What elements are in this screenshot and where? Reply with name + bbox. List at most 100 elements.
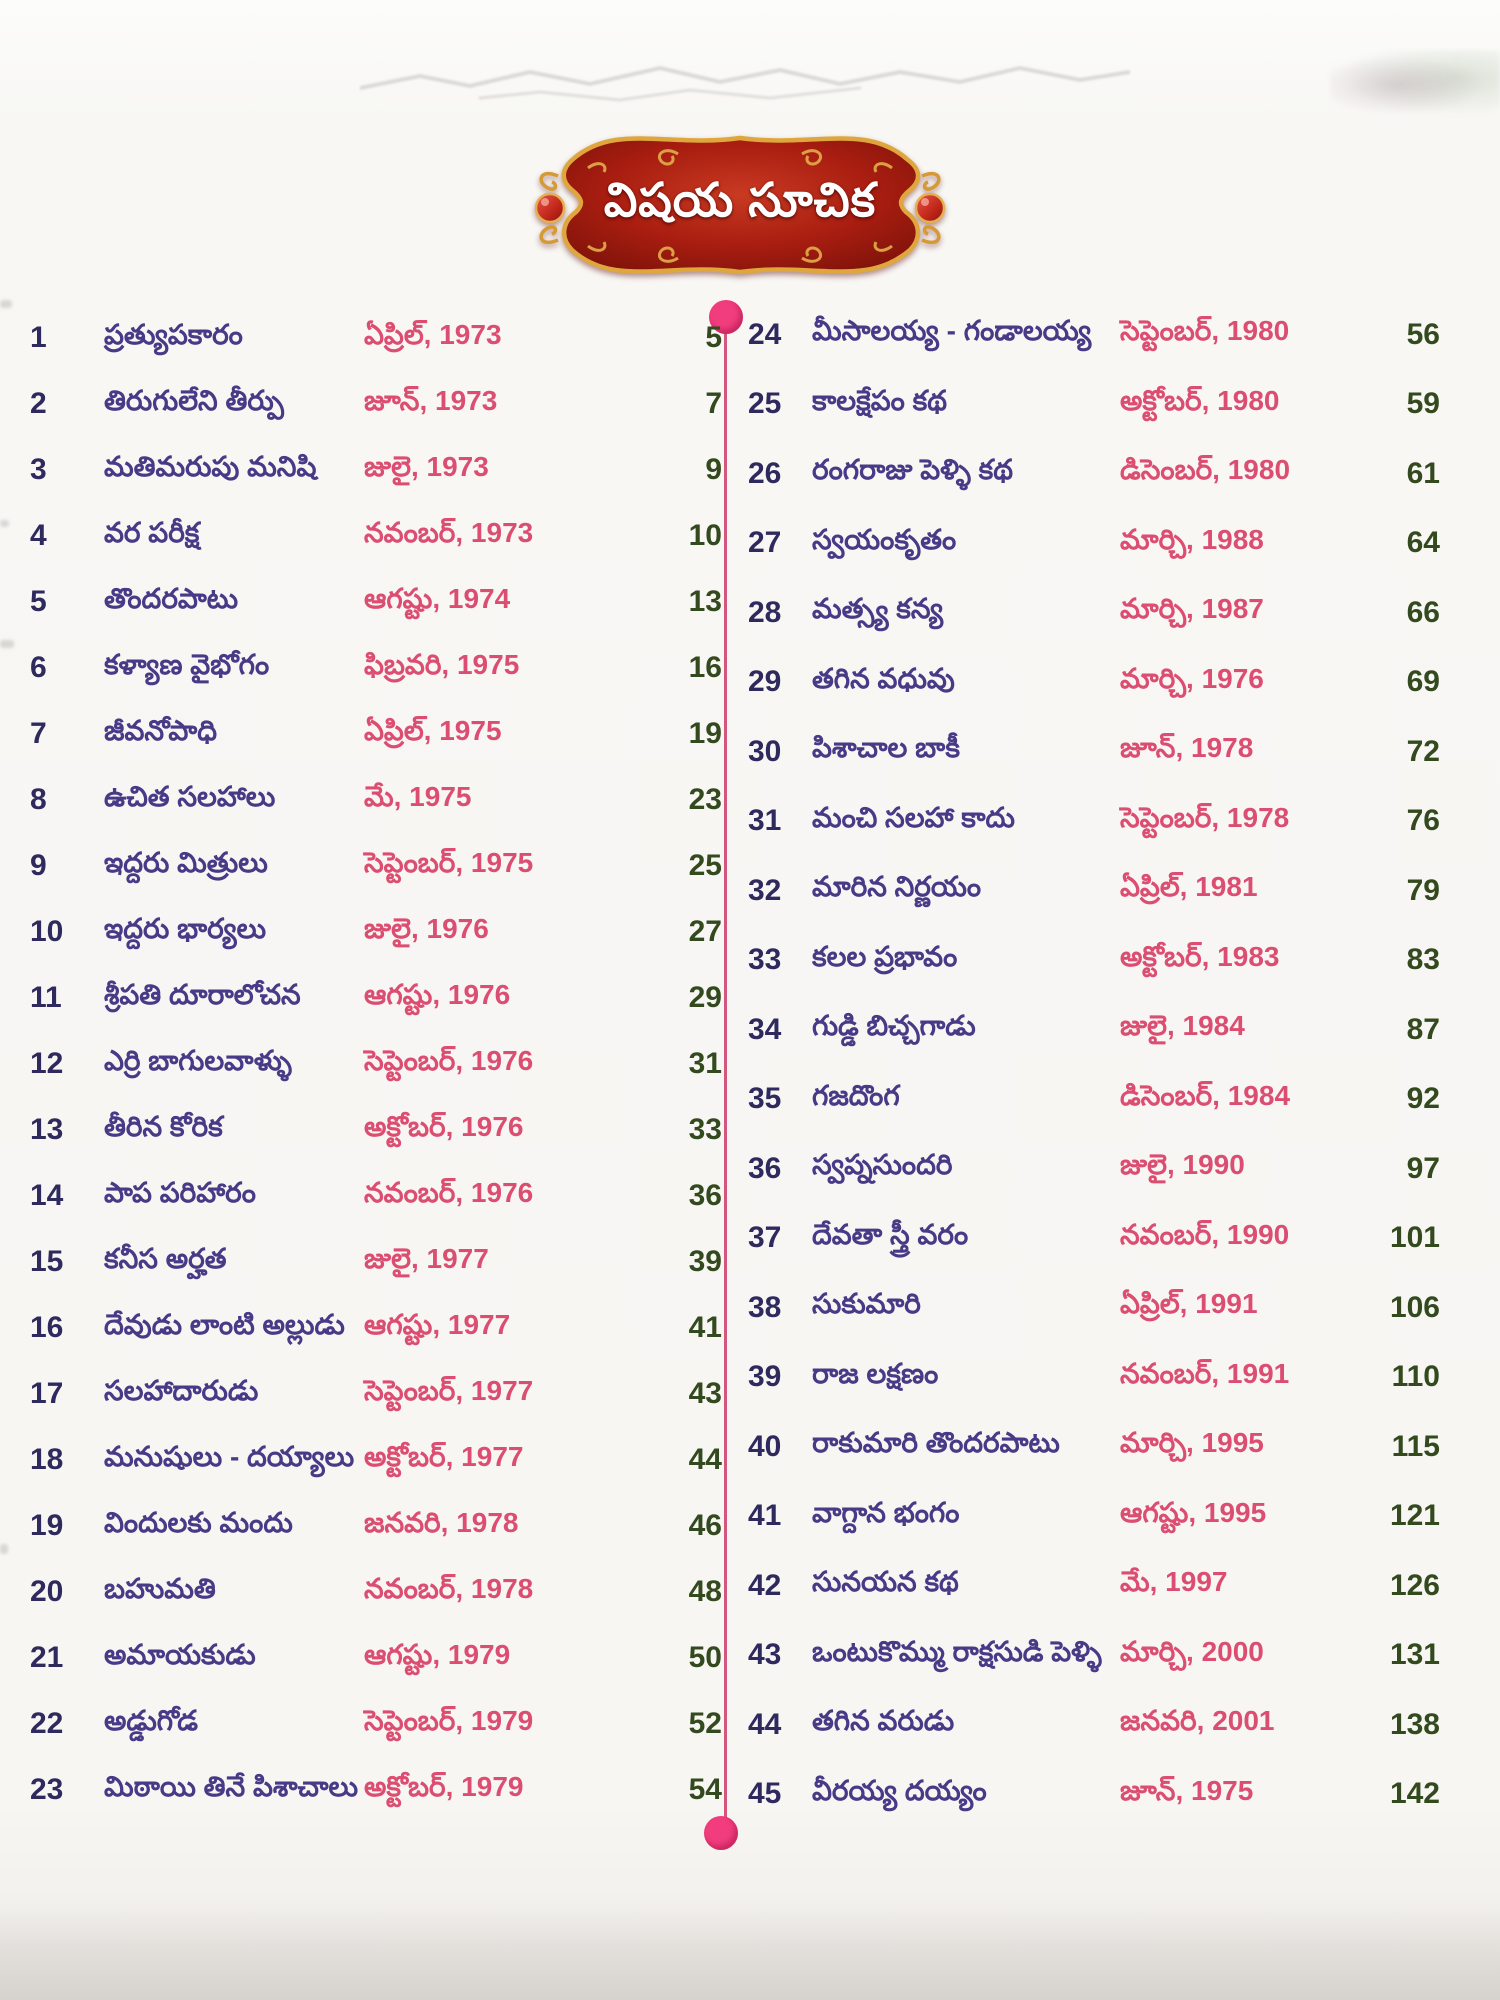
- toc-row: 16 దేవుడు లాంటి అల్లుడు ఆగష్టు, 1977 41: [30, 1295, 722, 1361]
- toc-row: 7 జీవనోపాధి ఏప్రిల్, 1975 19: [30, 701, 722, 767]
- toc-entry-title: కలల ప్రభావం: [812, 940, 958, 972]
- toc-entry-title: మిఠాయి తినే పిశాచాలు: [104, 1770, 359, 1802]
- toc-entry-title: కళ్యాణ వైభోగం: [104, 648, 270, 680]
- toc-entry-date: మే, 1975: [364, 780, 472, 812]
- toc-entry-page: 66: [1406, 595, 1440, 629]
- toc-entry-number: 28: [748, 595, 782, 629]
- toc-entry-page: 92: [1406, 1082, 1440, 1116]
- toc-row: 9 ఇద్దరు మిత్రులు సెప్టెంబర్, 1975 25: [30, 833, 722, 899]
- toc-entry-date: జనవరి, 2001: [1120, 1705, 1275, 1737]
- toc-row: 31 మంచి సలహా కాదు సెప్టెంబర్, 1978 76: [748, 787, 1440, 857]
- toc-entry-page: 41: [688, 1311, 722, 1344]
- toc-entry-title: సలహాదారుడు: [104, 1374, 259, 1406]
- toc-entry-page: 131: [1389, 1638, 1440, 1672]
- toc-row: 24 మీసాలయ్య - గండాలయ్య సెప్టెంబర్, 1980 …: [748, 300, 1440, 370]
- toc-entry-date: డిసెంబర్, 1980: [1120, 454, 1291, 486]
- toc-entry-page: 56: [1406, 317, 1440, 351]
- toc-entry-number: 36: [748, 1151, 782, 1185]
- toc-entry-date: జులై, 1976: [364, 912, 489, 944]
- toc-entry-number: 21: [30, 1641, 64, 1674]
- toc-entry-number: 18: [30, 1443, 64, 1476]
- toc-entry-title: ప్రత్యుపకారం: [104, 318, 243, 350]
- toc-entry-title: అమాయకుడు: [104, 1638, 256, 1670]
- toc-entry-date: అక్టోబర్, 1980: [1120, 384, 1280, 416]
- scan-artifact-mark: [0, 1544, 8, 1554]
- toc-row: 13 తీరిన కోరిక అక్టోబర్, 1976 33: [30, 1097, 722, 1163]
- toc-entry-page: 106: [1389, 1290, 1440, 1324]
- toc-entry-title: తగిన వరుడు: [812, 1705, 955, 1737]
- toc-entry-title: జీవనోపాధి: [104, 714, 218, 746]
- toc-entry-number: 30: [748, 734, 782, 768]
- toc-row: 26 రంగరాజు పెళ్ళి కథ డిసెంబర్, 1980 61: [748, 439, 1440, 509]
- toc-entry-title: దేవుడు లాంటి అల్లుడు: [104, 1308, 345, 1340]
- toc-entry-page: 23: [688, 783, 722, 816]
- toc-entry-title: శ్రీపతి దూరాలోచన: [104, 978, 301, 1010]
- toc-entry-title: వాగ్దాన భంగం: [812, 1496, 960, 1528]
- toc-entry-page: 29: [688, 981, 722, 1014]
- toc-entry-title: సుకుమారి: [812, 1288, 921, 1320]
- toc-entry-number: 7: [30, 717, 47, 750]
- toc-entry-page: 110: [1391, 1360, 1440, 1394]
- toc-entry-date: అక్టోబర్, 1979: [364, 1770, 524, 1802]
- toc-entry-title: గుడ్డి బిచ్చగాడు: [812, 1010, 976, 1042]
- toc-entry-number: 14: [30, 1179, 64, 1212]
- toc-row: 36 స్వప్నసుందరి జులై, 1990 97: [748, 1134, 1440, 1204]
- toc-row: 33 కలల ప్రభావం అక్టోబర్, 1983 83: [748, 926, 1440, 996]
- toc-entry-number: 24: [748, 317, 782, 351]
- toc-row: 28 మత్స్య కన్య మార్చి, 1987 66: [748, 578, 1440, 648]
- toc-entry-date: జూన్, 1973: [364, 384, 498, 416]
- toc-entry-date: ఆగష్టు, 1977: [364, 1308, 511, 1340]
- toc-entry-number: 1: [30, 321, 47, 354]
- toc-entry-number: 32: [748, 873, 782, 907]
- toc-entry-title: ఎర్రి బాగులవాళ్ళు: [104, 1044, 292, 1076]
- toc-entry-date: ఏప్రిల్, 1973: [364, 318, 502, 350]
- toc-row: 37 దేవతా స్త్రీ వరం నవంబర్, 1990 101: [748, 1204, 1440, 1274]
- toc-row: 39 రాజ లక్షణం నవంబర్, 1991 110: [748, 1343, 1440, 1413]
- toc-entry-date: జులై, 1973: [364, 450, 489, 482]
- toc-entry-page: 25: [688, 849, 722, 882]
- toc-entry-page: 142: [1389, 1777, 1440, 1811]
- toc-row: 20 బహుమతి నవంబర్, 1978 48: [30, 1559, 722, 1625]
- toc-row: 15 కనీస అర్హత జులై, 1977 39: [30, 1229, 722, 1295]
- toc-entry-page: 39: [688, 1245, 722, 1278]
- toc-entry-date: మార్చి, 1987: [1120, 593, 1264, 625]
- scan-artifact-bottom-shadow: [0, 1900, 1500, 2000]
- toc-row: 1 ప్రత్యుపకారం ఏప్రిల్, 1973 5: [30, 305, 722, 371]
- toc-entry-page: 36: [688, 1179, 722, 1212]
- toc-entry-title: మారిన నిర్ణయం: [812, 871, 982, 903]
- toc-row: 44 తగిన వరుడు జనవరి, 2001 138: [748, 1690, 1440, 1760]
- toc-entry-number: 16: [30, 1311, 64, 1344]
- toc-entry-date: మార్చి, 1988: [1120, 523, 1264, 555]
- toc-entry-page: 76: [1406, 804, 1440, 838]
- toc-row: 25 కాలక్షేపం కథ అక్టోబర్, 1980 59: [748, 370, 1440, 440]
- toc-entry-number: 20: [30, 1575, 64, 1608]
- toc-entry-page: 16: [688, 651, 722, 684]
- banner-plaque-graphic: [534, 135, 946, 275]
- toc-entry-page: 115: [1391, 1429, 1440, 1463]
- toc-row: 29 తగిన వధువు మార్చి, 1976 69: [748, 648, 1440, 718]
- scan-artifact-mark: [0, 520, 9, 527]
- toc-entry-number: 19: [30, 1509, 64, 1542]
- scan-artifact-smudge: [1330, 50, 1500, 120]
- toc-entry-number: 45: [748, 1777, 782, 1811]
- toc-entry-page: 101: [1389, 1221, 1440, 1255]
- toc-entry-number: 22: [30, 1707, 64, 1740]
- toc-entry-page: 59: [1406, 387, 1440, 421]
- toc-entry-page: 7: [705, 387, 722, 420]
- toc-row: 17 సలహాదారుడు సెప్టెంబర్, 1977 43: [30, 1361, 722, 1427]
- toc-entry-page: 10: [688, 519, 722, 552]
- toc-entry-title: వీరయ్య దయ్యం: [812, 1774, 987, 1806]
- toc-entry-number: 25: [748, 387, 782, 421]
- toc-row: 14 పాప పరిహారం నవంబర్, 1976 36: [30, 1163, 722, 1229]
- toc-entry-page: 138: [1389, 1707, 1440, 1741]
- toc-row: 8 ఉచిత సలహాలు మే, 1975 23: [30, 767, 722, 833]
- toc-entry-title: కాలక్షేపం కథ: [812, 384, 948, 416]
- toc-entry-date: నవంబర్, 1978: [364, 1572, 534, 1604]
- toc-entry-date: ఏప్రిల్, 1975: [364, 714, 502, 746]
- toc-entry-page: 46: [688, 1509, 722, 1542]
- toc-entry-date: సెప్టెంబర్, 1975: [364, 846, 534, 878]
- toc-entry-number: 5: [30, 585, 47, 618]
- toc-entry-title: ఇద్దరు మిత్రులు: [104, 846, 268, 878]
- toc-entry-number: 15: [30, 1245, 64, 1278]
